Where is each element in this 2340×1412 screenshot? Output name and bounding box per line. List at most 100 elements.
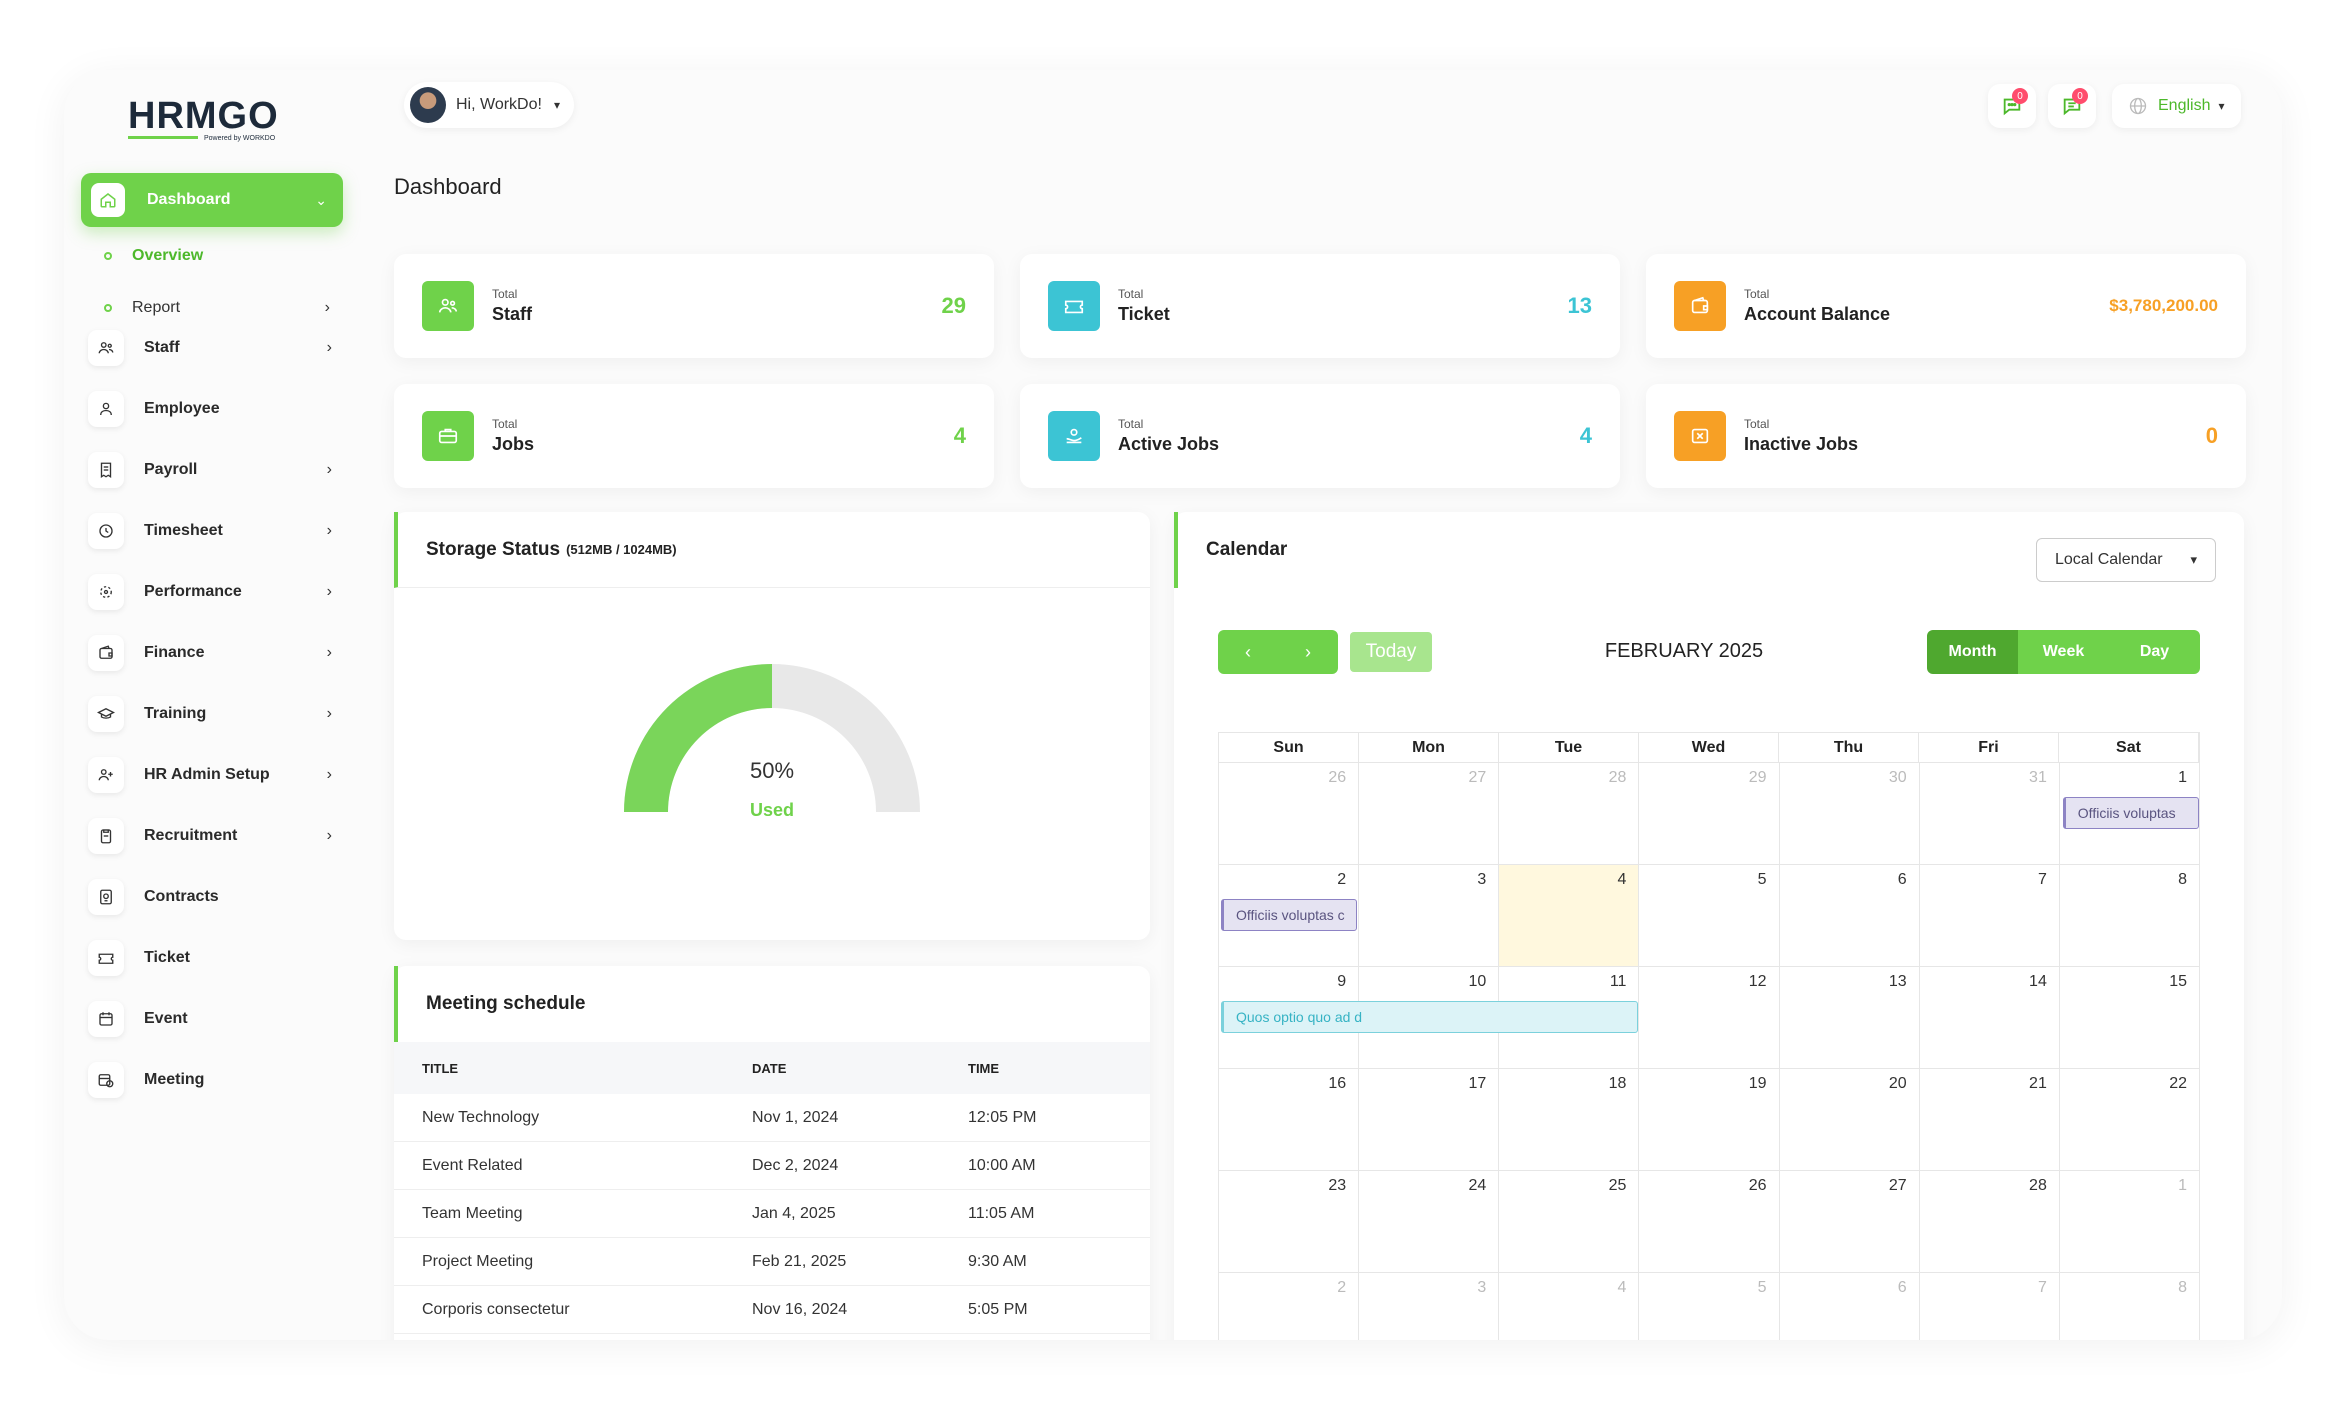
stat-card-inactive-jobs[interactable]: Total Inactive Jobs 0	[1646, 384, 2246, 488]
calendar-day-cell[interactable]: 29	[1639, 763, 1780, 864]
stat-label: Staff	[492, 304, 532, 324]
calendar-day-cell[interactable]: 19	[1639, 1069, 1780, 1170]
calendar-day-cell[interactable]: 24	[1359, 1171, 1500, 1272]
calendar-day-cell[interactable]: 2	[1219, 1273, 1360, 1340]
users-icon	[88, 330, 124, 366]
stat-value: $3,780,200.00	[2109, 296, 2218, 315]
calendar-day-cell[interactable]: 2	[1219, 865, 1360, 966]
view-day-button[interactable]: Day	[2109, 630, 2200, 674]
calendar-event[interactable]: Quos optio quo ad d	[1221, 1001, 1638, 1033]
calendar-day-cell[interactable]: 11	[1499, 967, 1640, 1068]
calendar-day-cell[interactable]: 26	[1639, 1171, 1780, 1272]
calendar-day-cell[interactable]: 13	[1780, 967, 1920, 1068]
calendar-day-cell[interactable]: 7	[1920, 865, 2060, 966]
calendar-day-cell[interactable]: 27	[1780, 1171, 1920, 1272]
sidebar-item-ticket[interactable]: Ticket	[88, 935, 344, 981]
table-row[interactable]: Project Meeting Feb 21, 2025 9:30 AM	[394, 1238, 1150, 1286]
calendar-day-cell[interactable]: 12	[1639, 967, 1780, 1068]
calendar-day-cell[interactable]: 26	[1219, 763, 1360, 864]
calendar-day-cell[interactable]: 1	[2060, 763, 2200, 864]
calendar-event[interactable]: Officiis voluptas	[2062, 797, 2200, 829]
stat-caption: Total	[1744, 287, 1770, 301]
notifications-button[interactable]: 0	[2048, 84, 2096, 128]
table-row[interactable]: Corporis consectetur Nov 16, 2024 5:05 PM	[394, 1286, 1150, 1334]
meeting-date-cell: Nov 16, 2024	[752, 1300, 848, 1318]
day-of-week-header: Wed	[1639, 733, 1779, 762]
user-menu[interactable]: Hi, WorkDo! ▾	[404, 82, 574, 128]
today-button[interactable]: Today	[1350, 632, 1432, 672]
calendar-day-cell[interactable]: 1	[2060, 1171, 2200, 1272]
calendar-day-cell[interactable]: 28	[1920, 1171, 2060, 1272]
stat-caption: Total	[492, 287, 518, 301]
calendar-day-cell[interactable]: 27	[1359, 763, 1500, 864]
calendar-day-cell[interactable]: 17	[1359, 1069, 1500, 1170]
calendar-day-cell[interactable]: 18	[1499, 1069, 1640, 1170]
prev-month-button[interactable]: ‹	[1218, 630, 1278, 674]
calendar-day-cell[interactable]: 4	[1499, 1273, 1640, 1340]
calendar-day-cell[interactable]: 6	[1780, 1273, 1920, 1340]
calendar-day-cell[interactable]: 20	[1780, 1069, 1920, 1170]
calendar-day-cell[interactable]: 4	[1499, 865, 1640, 966]
next-month-button[interactable]: ›	[1278, 630, 1338, 674]
hrmgo-logo[interactable]: HRMGO Powered by WORKDO	[124, 88, 304, 148]
sidebar-item-finance[interactable]: Finance ›	[88, 630, 344, 676]
calendar-day-cell[interactable]: 3	[1359, 865, 1500, 966]
table-row[interactable]: Team Meeting Jan 4, 2025 11:05 AM	[394, 1190, 1150, 1238]
calendar-day-cell[interactable]: 5	[1639, 865, 1780, 966]
sidebar-item-hr-admin-setup[interactable]: HR Admin Setup ›	[88, 752, 344, 798]
sidebar-item-event[interactable]: Event	[88, 996, 344, 1042]
calendar-day-cell[interactable]: 30	[1780, 763, 1920, 864]
globe-icon	[2129, 97, 2147, 115]
sidebar-item-performance[interactable]: Performance ›	[88, 569, 344, 615]
view-month-button[interactable]: Month	[1927, 630, 2018, 674]
calendar-day-cell[interactable]: 23	[1219, 1171, 1360, 1272]
calendar-day-cell[interactable]: 3	[1359, 1273, 1500, 1340]
chat-button[interactable]: 0	[1988, 84, 2036, 128]
table-row[interactable]: Event Related Dec 2, 2024 10:00 AM	[394, 1142, 1150, 1190]
calendar-event[interactable]: Officiis voluptas c	[1221, 899, 1358, 931]
calendar-day-cell[interactable]: 8	[2060, 1273, 2200, 1340]
calendar-day-cell[interactable]: 21	[1920, 1069, 2060, 1170]
calendar-week: 26 27 28 29 30 31 1 Officiis voluptas	[1218, 762, 2200, 864]
language-selector[interactable]: English ▾	[2112, 84, 2241, 128]
calendar-day-cell[interactable]: 31	[1920, 763, 2060, 864]
stat-card-ticket[interactable]: Total Ticket 13	[1020, 254, 1620, 358]
table-row[interactable]: New Technology Nov 1, 2024 12:05 PM	[394, 1094, 1150, 1142]
sidebar-item-label: Finance	[144, 644, 205, 661]
calendar-day-cell[interactable]: 7	[1920, 1273, 2060, 1340]
sidebar-item-label: Event	[144, 1010, 188, 1027]
home-icon	[91, 183, 125, 217]
sidebar-item-training[interactable]: Training ›	[88, 691, 344, 737]
view-week-button[interactable]: Week	[2018, 630, 2109, 674]
sidebar-subitem-report[interactable]: Report ›	[104, 293, 344, 323]
calendar-day-cell[interactable]: 15	[2060, 967, 2200, 1068]
calendar-day-cell[interactable]: 8	[2060, 865, 2200, 966]
calendar-day-cell[interactable]: 5	[1639, 1273, 1780, 1340]
calendar-day-cell[interactable]: 6	[1780, 865, 1920, 966]
sidebar-item-label: Report	[132, 299, 181, 316]
calendar-day-cell[interactable]: 22	[2060, 1069, 2200, 1170]
sidebar-item-payroll[interactable]: Payroll ›	[88, 447, 344, 493]
sidebar-item-label: Recruitment	[144, 827, 238, 844]
calendar-day-cell[interactable]: 14	[1920, 967, 2060, 1068]
calendar-day-cell[interactable]: 25	[1499, 1171, 1640, 1272]
sidebar-item-employee[interactable]: Employee	[88, 386, 344, 432]
sidebar-item-staff[interactable]: Staff ›	[88, 325, 344, 371]
sidebar-item-label: Payroll	[144, 461, 198, 478]
stat-card-staff[interactable]: Total Staff 29	[394, 254, 994, 358]
stat-caption: Total	[1744, 417, 1770, 431]
day-of-week-header: Fri	[1919, 733, 2059, 762]
stat-card-jobs[interactable]: Total Jobs 4	[394, 384, 994, 488]
sidebar-item-meeting[interactable]: Meeting	[88, 1057, 344, 1103]
sidebar-subitem-overview[interactable]: Overview	[104, 241, 344, 271]
calendar-day-cell[interactable]: 16	[1219, 1069, 1360, 1170]
calendar-source-select[interactable]: Local Calendar ▾	[2036, 538, 2216, 582]
calendar-day-cell[interactable]: 28	[1499, 763, 1640, 864]
stat-card-account-balance[interactable]: Total Account Balance $3,780,200.00	[1646, 254, 2246, 358]
sidebar-item-timesheet[interactable]: Timesheet ›	[88, 508, 344, 554]
stat-card-active-jobs[interactable]: Total Active Jobs 4	[1020, 384, 1620, 488]
sidebar-item-recruitment[interactable]: Recruitment ›	[88, 813, 344, 859]
sidebar-item-dashboard[interactable]: Dashboard ⌄	[81, 173, 343, 227]
sidebar-item-contracts[interactable]: Contracts	[88, 874, 344, 920]
